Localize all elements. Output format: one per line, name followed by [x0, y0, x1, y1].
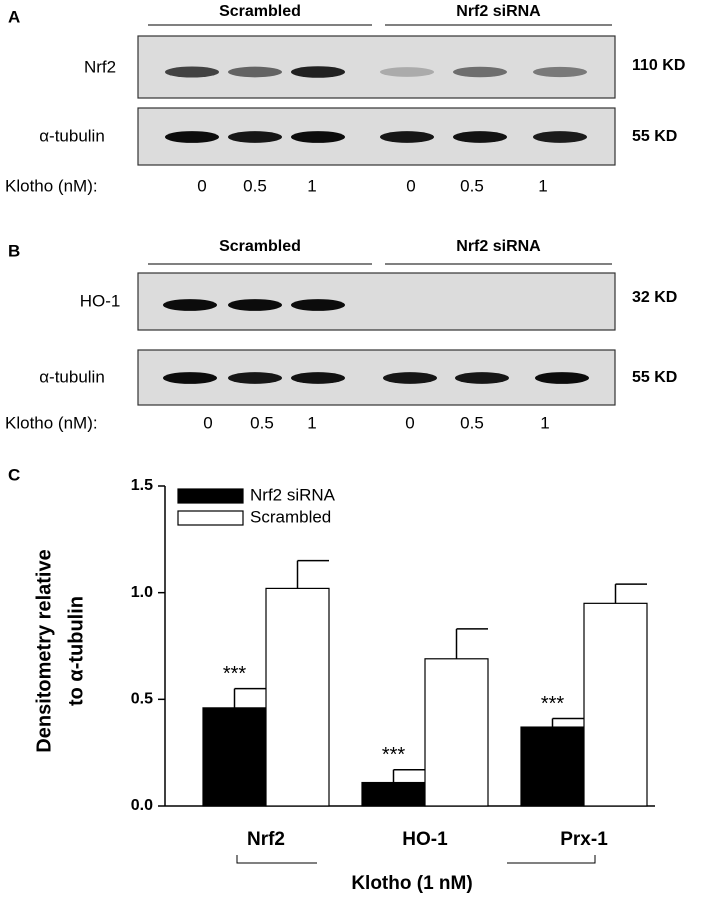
band	[291, 372, 345, 384]
band	[228, 372, 282, 384]
y-axis-label: Densitometry relative	[33, 549, 55, 752]
group-label: Nrf2 siRNA	[456, 3, 541, 20]
x-tick-label: Prx-1	[560, 829, 608, 850]
lane-label: 0	[197, 176, 206, 195]
band	[291, 66, 345, 78]
legend-label: Scrambled	[250, 507, 331, 526]
y-tick-label: 1.5	[131, 477, 153, 494]
band	[380, 67, 434, 77]
x-tick-label: HO-1	[402, 829, 448, 850]
lane-label: 1	[307, 176, 316, 195]
band	[453, 131, 507, 143]
legend-swatch	[177, 510, 244, 526]
band	[383, 372, 437, 384]
group-label: Scrambled	[219, 238, 301, 255]
significance: ***	[541, 693, 565, 715]
group-label: Nrf2 siRNA	[456, 238, 541, 255]
bar	[202, 707, 267, 807]
lane-title: Klotho (nM):	[5, 413, 98, 432]
lane-label: 0.5	[460, 413, 484, 432]
band	[533, 131, 587, 143]
lane-label: 1	[538, 176, 547, 195]
lane-label: 1	[540, 413, 549, 432]
protein-label: α-tubulin	[39, 367, 105, 386]
lane-label: 0	[203, 413, 212, 432]
bar	[583, 602, 648, 807]
x-axis-label: Klotho (1 nM)	[351, 873, 472, 894]
lane-label: 0	[405, 413, 414, 432]
y-tick-label: 0.5	[131, 691, 153, 708]
group-label: Scrambled	[219, 3, 301, 20]
lane-label: 1	[307, 413, 316, 432]
lane-label: 0	[406, 176, 415, 195]
bar	[520, 726, 585, 807]
size-label: 55 KD	[632, 369, 677, 386]
size-label: 110 KD	[632, 57, 685, 74]
size-label: 55 KD	[632, 128, 677, 145]
legend-swatch	[177, 488, 244, 504]
band	[228, 131, 282, 143]
panel-label: B	[8, 241, 20, 260]
protein-label: α-tubulin	[39, 126, 105, 145]
band	[163, 372, 217, 384]
y-tick-label: 0.0	[131, 797, 153, 814]
lane-label: 0.5	[243, 176, 267, 195]
x-bracket	[236, 855, 596, 864]
band	[535, 372, 589, 384]
band	[165, 66, 219, 78]
y-axis-label: to α-tubulin	[65, 596, 87, 706]
protein-label: Nrf2	[84, 57, 116, 76]
bar	[424, 658, 489, 807]
band	[228, 299, 282, 311]
x-tick-label: Nrf2	[247, 829, 285, 850]
legend-label: Nrf2 siRNA	[250, 485, 336, 504]
panel-label: C	[8, 465, 20, 484]
blot	[137, 272, 616, 331]
lane-label: 0.5	[250, 413, 274, 432]
lane-title: Klotho (nM):	[5, 176, 98, 195]
size-label: 32 KD	[632, 289, 677, 306]
band	[291, 299, 345, 311]
band	[163, 299, 217, 311]
bar	[265, 587, 330, 807]
band	[291, 131, 345, 143]
blot	[137, 35, 616, 99]
protein-label: HO-1	[80, 291, 121, 310]
significance: ***	[223, 663, 247, 685]
panel-label: A	[8, 7, 20, 26]
band	[455, 372, 509, 384]
significance: ***	[382, 744, 406, 766]
band	[453, 66, 507, 78]
band	[533, 66, 587, 78]
band	[228, 66, 282, 78]
band	[380, 131, 434, 143]
y-tick-label: 1.0	[131, 584, 153, 601]
bar	[361, 781, 426, 807]
band	[165, 131, 219, 143]
lane-label: 0.5	[460, 176, 484, 195]
